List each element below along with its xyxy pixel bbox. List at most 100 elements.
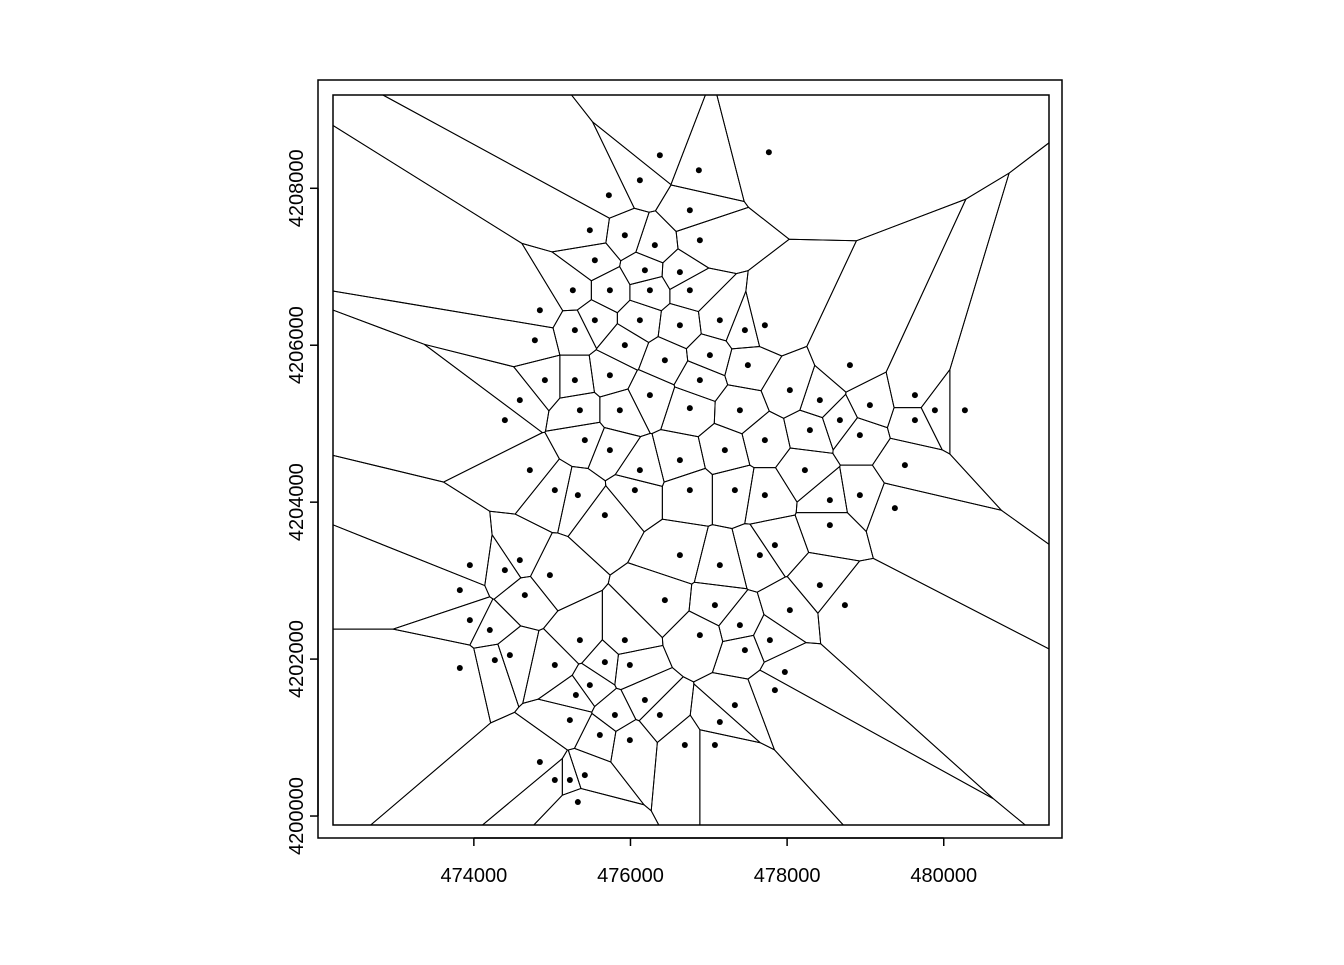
- point: [551, 662, 558, 669]
- voronoi-cell: [529, 532, 611, 612]
- point: [786, 607, 793, 614]
- point: [606, 287, 613, 294]
- point: [606, 372, 613, 379]
- voronoi-cell: [570, 94, 707, 186]
- point: [901, 462, 908, 469]
- point: [521, 592, 528, 599]
- voronoi-cell: [532, 787, 660, 826]
- point: [931, 407, 938, 414]
- y-tick-label: 4204000: [286, 463, 308, 541]
- point: [786, 387, 793, 394]
- voronoi-cell: [332, 124, 564, 329]
- y-tick-label: 4202000: [286, 620, 308, 698]
- voronoi-cell: [544, 391, 601, 432]
- voronoi-cell: [638, 676, 695, 744]
- voronoi-cell: [697, 269, 749, 342]
- point: [656, 712, 663, 719]
- point: [695, 167, 702, 174]
- voronoi-cell: [544, 421, 605, 470]
- point: [686, 287, 693, 294]
- voronoi-cell: [627, 369, 676, 435]
- point: [566, 777, 573, 784]
- point: [456, 665, 463, 672]
- point: [621, 232, 628, 239]
- point: [601, 512, 608, 519]
- voronoi-cell: [536, 674, 596, 713]
- point: [596, 732, 603, 739]
- voronoi-cell: [332, 94, 610, 253]
- voronoi-cell: [576, 299, 618, 350]
- point: [696, 237, 703, 244]
- point: [466, 562, 473, 569]
- voronoi-cell: [749, 514, 810, 578]
- voronoi-cell: [716, 94, 1050, 242]
- voronoi-cell: [550, 242, 622, 282]
- point: [765, 149, 772, 156]
- voronoi-cell: [806, 198, 967, 393]
- point: [551, 487, 558, 494]
- voronoi-cell: [794, 512, 874, 562]
- point: [641, 267, 648, 274]
- voronoi-cell: [620, 666, 684, 722]
- point: [761, 322, 768, 329]
- voronoi-cell: [382, 94, 635, 219]
- point: [706, 352, 713, 359]
- voronoi-cell: [588, 349, 639, 398]
- point: [741, 647, 748, 654]
- point: [636, 467, 643, 474]
- voronoi-cell: [845, 371, 895, 429]
- point: [581, 437, 588, 444]
- point: [631, 487, 638, 494]
- point: [636, 317, 643, 324]
- point: [546, 572, 553, 579]
- point: [626, 737, 633, 744]
- point: [641, 697, 648, 704]
- voronoi-cell: [522, 627, 580, 705]
- point: [586, 682, 593, 689]
- point: [766, 637, 773, 644]
- voronoi-cell: [610, 718, 658, 812]
- point: [551, 777, 558, 784]
- voronoi-cell: [592, 121, 672, 213]
- voronoi-cell: [332, 628, 492, 826]
- point: [744, 362, 751, 369]
- point: [501, 567, 508, 574]
- voronoi-cell: [604, 474, 663, 533]
- voronoi-cell: [871, 437, 1003, 512]
- point: [826, 497, 833, 504]
- point: [591, 257, 598, 264]
- voronoi-cell: [651, 429, 706, 483]
- point: [571, 377, 578, 384]
- point: [756, 552, 763, 559]
- point: [741, 327, 748, 334]
- voronoi-cell: [670, 94, 745, 203]
- y-tick-label: 4206000: [286, 306, 308, 384]
- point: [606, 447, 613, 454]
- point: [856, 432, 863, 439]
- voronoi-cell: [786, 551, 861, 615]
- x-tick-label: 480000: [910, 865, 977, 887]
- point: [801, 467, 808, 474]
- voronoi-cell: [489, 510, 553, 579]
- point: [816, 397, 823, 404]
- point: [516, 557, 523, 564]
- voronoi-cell: [799, 364, 847, 419]
- voronoi-cell: [607, 562, 693, 639]
- voronoi-cell: [484, 533, 522, 600]
- y-tick-label: 4208000: [286, 149, 308, 227]
- voronoi-cell: [711, 464, 755, 530]
- voronoi-cell: [332, 524, 491, 630]
- point: [636, 177, 643, 184]
- voronoi-cell: [580, 639, 619, 686]
- point: [621, 637, 628, 644]
- point: [716, 317, 723, 324]
- point: [676, 552, 683, 559]
- voronoi-cell: [688, 581, 749, 627]
- point: [761, 492, 768, 499]
- voronoi-cell: [661, 610, 724, 683]
- point: [656, 152, 663, 159]
- point: [601, 659, 608, 666]
- point: [731, 702, 738, 709]
- point: [651, 242, 658, 249]
- point: [781, 669, 788, 676]
